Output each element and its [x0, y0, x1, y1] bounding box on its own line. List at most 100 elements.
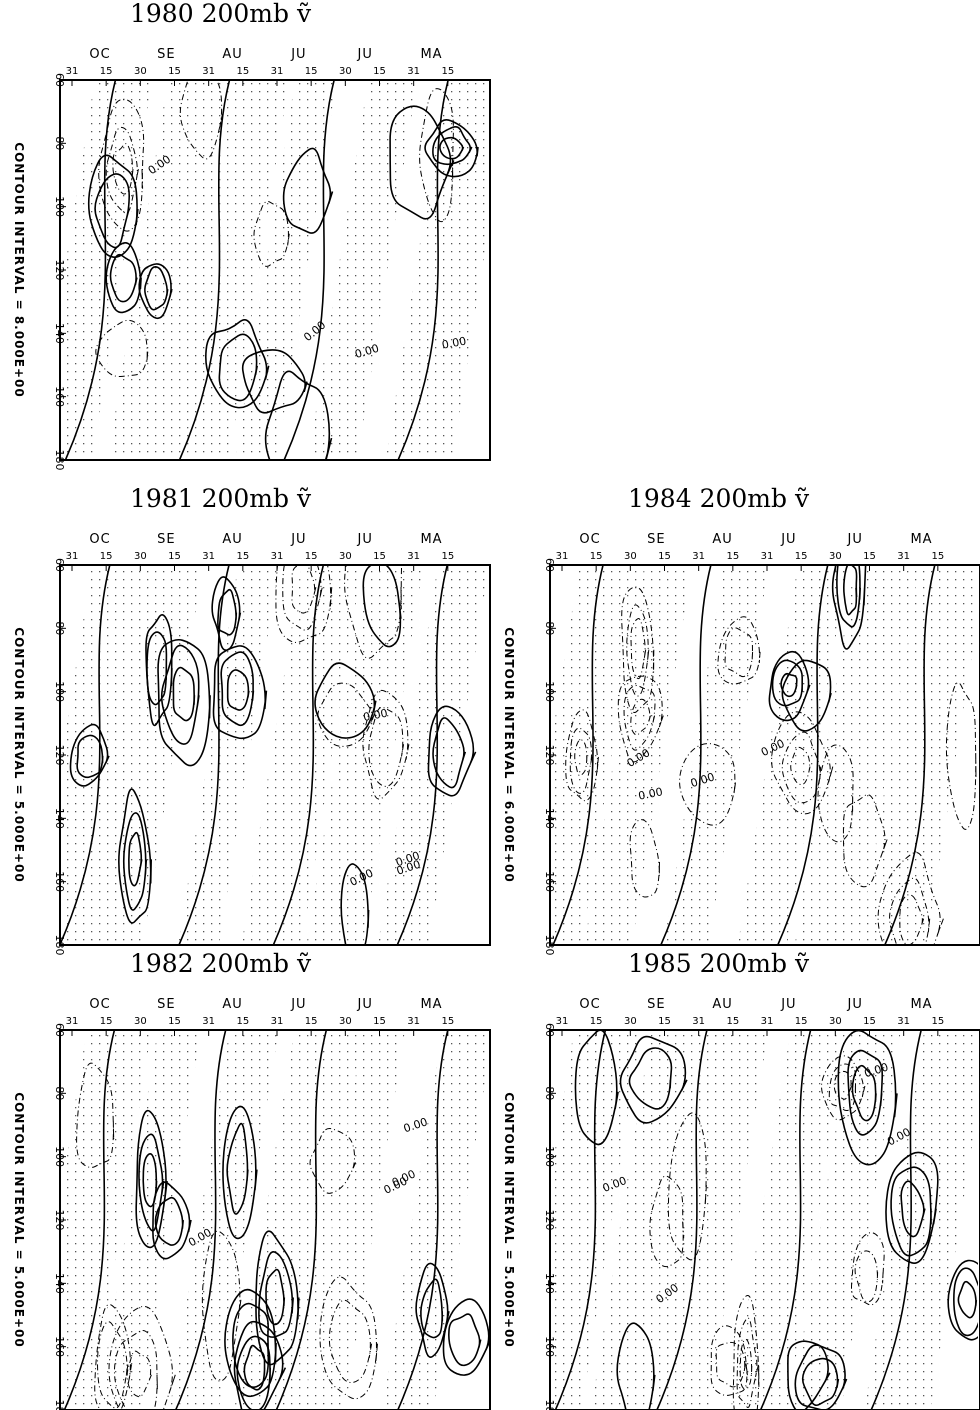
day-tick-label: 30	[829, 551, 842, 562]
stipple-region	[794, 565, 920, 945]
positive-contour-line	[128, 831, 143, 887]
positive-contour-line	[768, 650, 811, 722]
month-tick-label: JU	[357, 47, 373, 62]
contour-interval-label: CONTOUR INTERVAL = 8.000E+00	[12, 142, 26, 397]
negative-contour-line	[717, 616, 761, 685]
day-tick-label: 15	[373, 66, 386, 77]
positive-contour-line	[432, 125, 473, 166]
positive-contour-line	[843, 565, 858, 616]
positive-contour-line	[831, 565, 867, 650]
y-tick-label: 140	[53, 323, 66, 344]
positive-contour-line	[144, 265, 169, 311]
day-tick-label: 15	[236, 66, 249, 77]
negative-contour-line	[126, 1350, 152, 1398]
negative-contour-line	[319, 1276, 378, 1400]
day-tick-label: 30	[134, 1016, 147, 1027]
day-tick-label: 15	[236, 551, 249, 562]
negative-contour-line	[617, 675, 664, 763]
y-tick-label: 60	[53, 558, 66, 572]
positive-contour-line	[224, 1288, 277, 1398]
negative-contour-line	[201, 1230, 242, 1382]
positive-contour-line	[781, 659, 832, 732]
month-tick-label: JU	[847, 997, 863, 1012]
negative-contour-line	[253, 200, 290, 267]
stipple-region	[737, 565, 848, 945]
month-tick-label: JU	[780, 997, 796, 1012]
y-tick-label: 160	[543, 1336, 556, 1357]
y-tick-label: 60	[53, 73, 66, 87]
day-tick-label: 31	[897, 1016, 910, 1027]
positive-contour-line	[122, 812, 148, 911]
positive-contour-line	[947, 1259, 978, 1341]
positive-contour-line	[243, 1344, 266, 1391]
y-tick-label: 100	[53, 196, 66, 217]
positive-contour-line	[172, 666, 196, 722]
positive-contour-line	[851, 1064, 877, 1122]
day-tick-label: 15	[726, 551, 739, 562]
day-tick-label: 15	[441, 551, 454, 562]
chart-title: 1982 200mb ṽ	[130, 949, 312, 978]
y-tick-label: 80	[53, 1086, 66, 1100]
y-tick-label: 180	[53, 1400, 66, 1410]
stipple-region	[162, 80, 289, 460]
negative-contour-line	[98, 98, 145, 232]
positive-contour-line	[222, 1105, 258, 1240]
y-tick-label: 60	[543, 558, 556, 572]
day-tick-label: 31	[66, 66, 79, 77]
stipple-region	[306, 565, 424, 945]
negative-contour-line	[790, 746, 811, 786]
y-tick-label: 80	[53, 136, 66, 150]
chart-title: 1985 200mb ṽ	[628, 949, 810, 978]
y-tick-label: 120	[53, 745, 66, 766]
positive-contour-line	[314, 662, 377, 739]
positive-contour-line	[142, 1153, 158, 1208]
stipple-region	[235, 80, 337, 460]
day-tick-label: 30	[339, 1016, 352, 1027]
zero-contour-label: 0.00	[441, 334, 467, 351]
negative-contour-line	[739, 1338, 753, 1390]
zero-contour-line	[272, 565, 325, 945]
stipple-region	[97, 1030, 201, 1410]
positive-contour-line	[205, 319, 270, 409]
positive-contour-line	[109, 253, 138, 303]
day-tick-label: 15	[590, 1016, 603, 1027]
positive-contour-line	[890, 1166, 932, 1257]
negative-contour-line	[630, 618, 647, 680]
y-tick-label: 100	[53, 1146, 66, 1167]
positive-contour-line	[628, 1047, 673, 1110]
day-tick-label: 15	[168, 66, 181, 77]
y-tick-label: 80	[53, 621, 66, 635]
day-tick-label: 15	[931, 1016, 944, 1027]
positive-contour-line	[424, 119, 479, 178]
negative-contour-line	[309, 1127, 357, 1194]
stipple-region	[791, 1030, 901, 1410]
positive-contour-line	[801, 1357, 840, 1407]
month-tick-label: SE	[157, 47, 175, 62]
month-tick-label: JU	[357, 997, 373, 1012]
month-tick-label: JU	[780, 532, 796, 547]
positive-contour-line	[837, 1030, 898, 1166]
day-tick-label: 31	[66, 1016, 79, 1027]
negative-contour-line	[649, 1175, 685, 1268]
positive-contour-line	[442, 1298, 490, 1376]
positive-contour-line	[787, 1340, 831, 1410]
negative-contour-line	[629, 819, 660, 898]
positive-contour-line	[420, 1278, 444, 1339]
positive-contour-line	[847, 1049, 884, 1136]
negative-contour-line	[833, 1070, 852, 1100]
month-tick-label: AU	[222, 997, 242, 1012]
chart-title: 1981 200mb ṽ	[130, 484, 312, 513]
month-tick-label: SE	[647, 532, 665, 547]
day-tick-label: 31	[407, 551, 420, 562]
day-tick-label: 31	[202, 1016, 215, 1027]
negative-contour-line	[113, 1329, 158, 1410]
negative-contour-line	[362, 689, 410, 800]
zero-contour-line	[275, 1030, 328, 1410]
day-tick-label: 15	[863, 551, 876, 562]
month-tick-label: AU	[222, 532, 242, 547]
zero-contour-line	[759, 1030, 812, 1410]
negative-contour-line	[854, 1250, 879, 1303]
day-tick-label: 15	[100, 1016, 113, 1027]
day-tick-label: 31	[692, 1016, 705, 1027]
